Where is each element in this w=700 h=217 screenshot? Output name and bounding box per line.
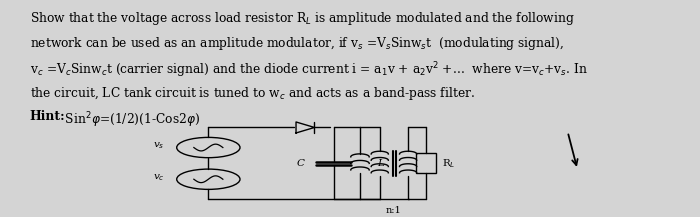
Text: Sin$^2$$\varphi$=(1/2)(1-Cos2$\varphi$): Sin$^2$$\varphi$=(1/2)(1-Cos2$\varphi$) [62,110,200,130]
Text: the circuit, LC tank circuit is tuned to w$_c$ and acts as a band-pass filter.: the circuit, LC tank circuit is tuned to… [29,85,475,102]
Text: L: L [377,159,384,168]
Text: Show that the voltage across load resistor R$_L$ is amplitude modulated and the : Show that the voltage across load resist… [29,10,575,27]
Bar [416,153,436,173]
Text: C: C [297,159,304,168]
Text: v$_c$ =V$_c$Sinw$_c$t (carrier signal) and the diode current i = a$_1$v + a$_2$v: v$_c$ =V$_c$Sinw$_c$t (carrier signal) a… [29,60,588,80]
Text: R$_L$: R$_L$ [442,157,456,170]
Text: network can be used as an amplitude modulator, if v$_s$ =V$_s$Sinw$_s$t  (modula: network can be used as an amplitude modu… [29,35,564,52]
Text: n:1: n:1 [386,206,402,215]
Text: v$_s$: v$_s$ [153,140,164,151]
Text: v$_c$: v$_c$ [153,172,164,183]
Text: Hint:: Hint: [29,110,65,123]
